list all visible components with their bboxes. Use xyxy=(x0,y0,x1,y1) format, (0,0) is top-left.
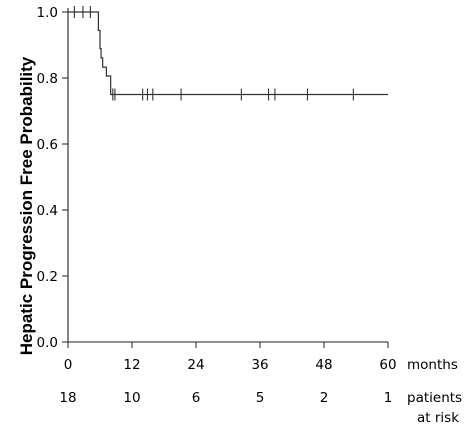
risk-table: 18 10 6 5 2 1 xyxy=(59,390,392,406)
risk-label-line1: patients xyxy=(407,390,462,406)
risk-count: 10 xyxy=(123,390,140,406)
risk-label-line2: at risk xyxy=(417,410,459,426)
survival-step-line xyxy=(68,11,388,96)
axes xyxy=(67,8,388,343)
y-tick-label: 0.4 xyxy=(37,203,58,219)
y-axis-label: Hepatic Progression Free Probability xyxy=(17,56,36,355)
y-tick-label: 0.2 xyxy=(37,269,58,285)
x-tick-label: 60 xyxy=(379,357,396,373)
risk-count: 2 xyxy=(320,390,329,406)
y-tick-label: 0.8 xyxy=(37,71,58,87)
censor-marks xyxy=(73,6,354,101)
y-tick-label: 0.0 xyxy=(37,335,58,351)
x-tick-label: 48 xyxy=(315,357,332,373)
x-ticks: 0 12 24 36 48 60 xyxy=(64,342,397,373)
y-ticks: 0.0 0.2 0.4 0.6 0.8 1.0 xyxy=(37,5,68,351)
risk-count: 5 xyxy=(256,390,265,406)
risk-count: 1 xyxy=(384,390,393,406)
risk-count: 6 xyxy=(192,390,201,406)
x-tick-label: 24 xyxy=(187,357,204,373)
x-tick-label: 12 xyxy=(123,357,140,373)
y-tick-label: 0.6 xyxy=(37,137,58,153)
y-tick-label: 1.0 xyxy=(37,5,58,21)
risk-count: 18 xyxy=(59,390,76,406)
x-axis-label: months xyxy=(407,357,458,373)
survival-curve xyxy=(68,11,388,96)
x-tick-label: 36 xyxy=(251,357,268,373)
x-tick-label: 0 xyxy=(64,357,73,373)
